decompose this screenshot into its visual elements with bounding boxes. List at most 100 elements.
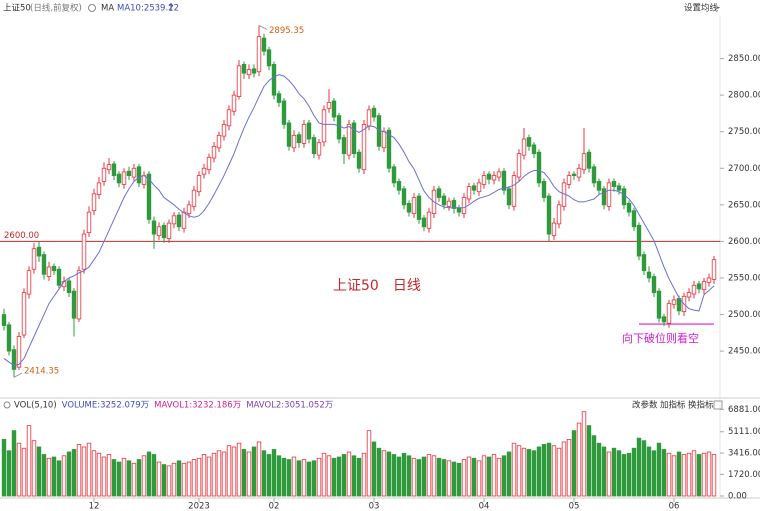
candle-body	[156, 226, 162, 236]
candle-body	[351, 122, 357, 155]
volume-bar	[646, 446, 652, 497]
candle-body	[281, 100, 287, 125]
volume-bar	[601, 446, 607, 497]
candle-body	[316, 142, 322, 156]
volume-bar	[661, 449, 667, 497]
candle-body	[146, 173, 152, 220]
volume-bar	[666, 452, 672, 497]
candle-body	[646, 271, 652, 279]
volume-bar	[151, 454, 157, 497]
volume-bar	[6, 450, 12, 497]
candle-body	[651, 276, 657, 294]
volume-bar	[411, 457, 417, 497]
candle-body	[171, 215, 177, 225]
candle-body	[91, 193, 97, 212]
candle-body	[691, 284, 697, 295]
candle-body	[186, 204, 192, 215]
candle-body	[26, 270, 32, 295]
candle-body	[76, 270, 82, 320]
candle-body	[256, 36, 262, 73]
candle-body	[696, 283, 702, 290]
volume-bar	[596, 442, 602, 497]
volume-bar	[506, 451, 512, 497]
volume-bar	[21, 447, 27, 497]
candle-body	[591, 166, 597, 184]
volume-bar	[226, 445, 232, 497]
volume-bar	[536, 446, 542, 497]
volume-bar	[381, 450, 387, 497]
volume-bar	[16, 442, 22, 497]
volume-bar	[1, 439, 7, 497]
candle-body	[151, 220, 157, 235]
volume-bar	[51, 456, 57, 497]
volume-bar	[391, 454, 397, 497]
candle-body	[566, 175, 572, 185]
candle-body	[576, 167, 582, 178]
ma-line	[3, 74, 715, 367]
candle-body	[536, 151, 542, 184]
y-tick-label: 2500.00	[728, 310, 760, 320]
candle-body	[616, 185, 622, 191]
volume-bar	[651, 450, 657, 497]
button[interactable]: 加指标	[660, 400, 686, 411]
candle-body	[211, 145, 217, 159]
volume-bar	[591, 435, 597, 497]
volume-legend: MAVOL1:3232.186万	[154, 401, 241, 411]
candle-body	[371, 107, 377, 118]
volume-bar	[436, 457, 442, 497]
candle-body	[481, 175, 487, 185]
volume-bar	[101, 456, 107, 497]
candle-body	[381, 131, 387, 149]
candle-body	[546, 195, 552, 235]
pointer	[258, 24, 268, 30]
candle-body	[121, 171, 127, 185]
candle-body	[446, 200, 452, 207]
candle-body	[126, 170, 132, 176]
candle-body	[296, 134, 302, 144]
volume-bar	[636, 437, 642, 497]
candle-body	[491, 175, 497, 181]
volume-bar	[481, 455, 487, 497]
volume-bar	[371, 441, 377, 497]
volume-bar	[36, 446, 42, 497]
candle-body	[476, 182, 482, 193]
volume-bar	[81, 446, 87, 497]
volume-bar	[376, 447, 382, 497]
candle-body	[246, 69, 252, 76]
button[interactable]: 换指标	[688, 400, 714, 411]
volume-bar	[11, 430, 17, 497]
annotation: 上证50 日线	[333, 278, 421, 294]
button[interactable]: 改参数	[632, 400, 658, 411]
candle-body	[266, 49, 272, 67]
settings-icon[interactable]	[88, 4, 96, 12]
candle-body	[686, 292, 692, 298]
candle-body	[236, 65, 242, 98]
candle-body	[366, 109, 372, 127]
volume-bar	[301, 459, 307, 497]
candle-body	[206, 156, 212, 171]
volume-bar	[131, 462, 137, 497]
x-tick-label: 05	[569, 502, 580, 511]
candle-body	[276, 93, 282, 103]
candle-body	[701, 281, 707, 291]
volume-bar	[546, 442, 552, 497]
candle-body	[66, 280, 72, 294]
y-tick-label: 2750.00	[728, 127, 760, 137]
candle-body	[291, 134, 297, 149]
candle-body	[261, 37, 267, 52]
volume-bar	[361, 452, 367, 497]
settings-button[interactable]: 设置均线	[684, 3, 719, 14]
volume-bar	[246, 451, 252, 497]
volume-bar	[531, 450, 537, 497]
volume-bar	[351, 455, 357, 497]
collapse-icon[interactable]	[713, 400, 723, 410]
candle-body	[326, 102, 332, 109]
low-label: 2414.35	[24, 367, 59, 377]
volume-bar	[136, 459, 142, 497]
candle-body	[541, 181, 547, 198]
volume-bar	[271, 449, 277, 497]
volume-bar	[46, 457, 52, 497]
volume-bar	[691, 450, 697, 497]
dropdown-icon	[716, 7, 720, 9]
volume-bar	[386, 451, 392, 497]
